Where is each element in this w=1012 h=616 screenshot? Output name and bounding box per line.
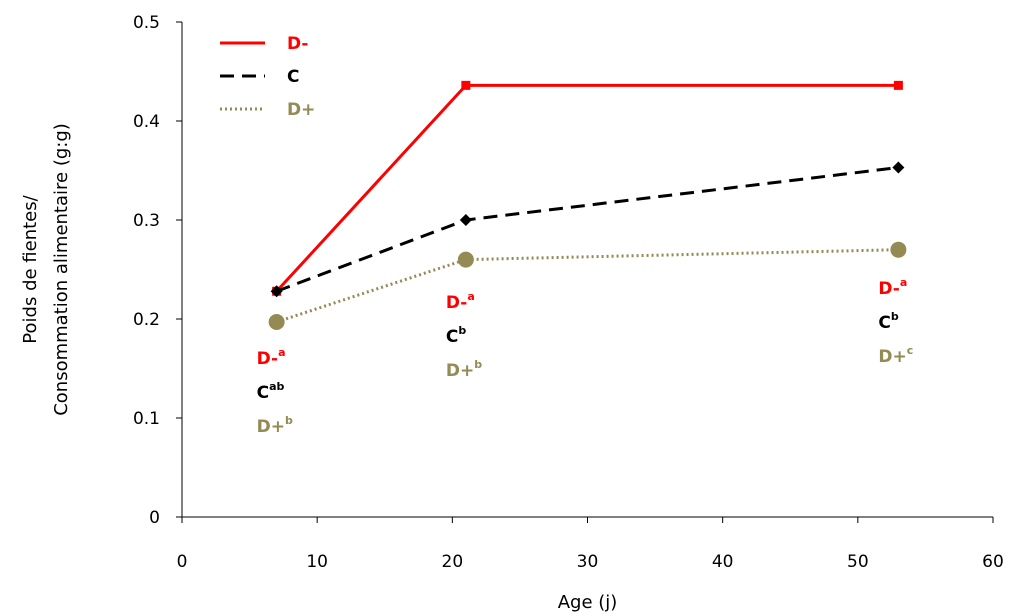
legend-label: D+ — [287, 100, 315, 120]
data-point-D- — [461, 80, 471, 90]
significance-label: Cb — [446, 324, 466, 347]
significance-label: D-a — [257, 346, 286, 369]
y-tick-label: 0.4 — [133, 112, 160, 132]
data-point-C — [892, 161, 905, 174]
x-tick-label: 50 — [847, 552, 869, 572]
data-point-C — [270, 285, 283, 298]
legend: D- C D+ — [220, 34, 315, 120]
data-point-D+ — [268, 313, 285, 330]
legend-label: C — [287, 67, 299, 87]
x-tick-label: 10 — [306, 552, 328, 572]
data-point-D- — [893, 80, 903, 90]
significance-label: D+b — [257, 414, 293, 437]
significance-label: D+c — [878, 344, 913, 367]
series-line-D+ — [276, 248, 899, 324]
axes — [176, 21, 994, 523]
x-tick-label: 40 — [712, 552, 734, 572]
legend-label: D- — [287, 34, 308, 54]
data-point-D+ — [457, 251, 474, 268]
significance-label: D-a — [878, 276, 907, 299]
tick-labels: 0 0.1 0.2 0.3 0.4 0.5 0 10 20 30 40 50 60 — [133, 13, 1004, 572]
y-tick-label: 0.2 — [133, 310, 160, 330]
significance-label: Cab — [257, 380, 285, 403]
x-axis-title: Age (j) — [558, 592, 618, 613]
x-tick-label: 0 — [177, 552, 188, 572]
series-group — [268, 80, 907, 330]
significance-label: Cb — [878, 310, 898, 333]
data-point-D+ — [890, 241, 907, 258]
y-axis-title-line: Poids de fientes/ — [20, 194, 41, 343]
y-tick-label: 0.3 — [133, 211, 160, 231]
y-tick-label: 0 — [149, 508, 160, 528]
data-point-C — [459, 214, 472, 226]
y-axis-title-line: Consommation alimentaire (g:g) — [51, 123, 72, 416]
significance-label: D+b — [446, 358, 482, 381]
x-tick-label: 20 — [442, 552, 464, 572]
significance-label: D-a — [446, 290, 475, 313]
y-tick-label: 0.1 — [133, 409, 160, 429]
y-tick-label: 0.5 — [133, 13, 160, 33]
axis-titles: Age (j) Poids de fientes/Consommation ali… — [20, 123, 617, 613]
annotations: D-a Cab D+b D-a Cb D+b D-a Cb D+c — [257, 276, 914, 437]
series-line-C — [276, 166, 899, 293]
x-tick-label: 60 — [982, 552, 1004, 572]
x-tick-label: 30 — [577, 552, 599, 572]
series-line-D- — [275, 83, 899, 293]
